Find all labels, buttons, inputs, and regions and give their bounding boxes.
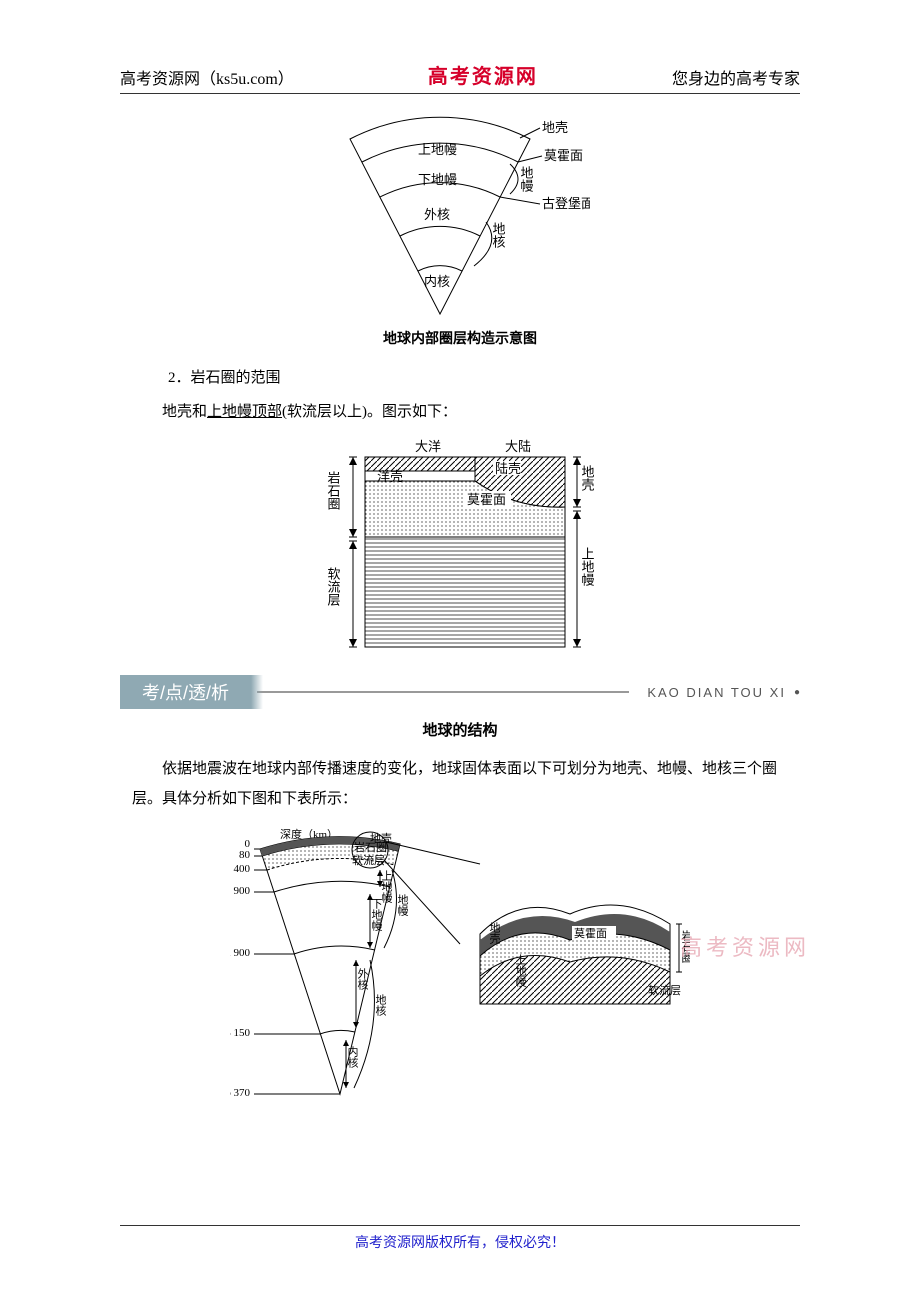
f3i-upper-mantle: 上地幔 [514, 954, 527, 988]
f3-outer-core: 外核 [356, 968, 369, 991]
f3i-crust: 地壳 [488, 922, 501, 944]
watermark: 高考资源网 [680, 930, 810, 962]
figure1-caption: 地球内部圈层构造示意图 [383, 328, 537, 348]
label-crust: 地壳 [542, 120, 568, 135]
label-gutenberg: 古登堡面 [542, 196, 590, 211]
label-inner-core: 内核 [424, 274, 450, 289]
f2-ocean-crust: 洋壳 [377, 469, 403, 484]
f3i-moho: 莫霍面 [574, 927, 607, 940]
section-2-title: 2．岩石圈的范围 [168, 366, 800, 387]
band-title: 考/点/透/析 [120, 675, 251, 709]
page-footer: 高考资源网版权所有，侵权必究！ [120, 1225, 800, 1252]
band-dot: ● [794, 687, 800, 698]
f2-crust-brace: 地壳 [580, 465, 595, 492]
label-outer-core: 外核 [424, 207, 450, 222]
band-line [257, 691, 629, 693]
label-mantle-brace: 地幔 [519, 166, 534, 192]
center-heading: 地球的结构 [120, 719, 800, 740]
f3-core-brace: 地核 [374, 994, 387, 1017]
figure-depth-wedge: 深度（km） 0 80 400 900 2 900 [120, 824, 800, 1104]
f3-mantle-brace: 地幔 [396, 894, 409, 917]
f2-lith: 岩石圈 [326, 471, 341, 511]
svg-text:2 900: 2 900 [230, 947, 251, 959]
svg-text:400: 400 [234, 863, 251, 875]
header-right: 您身边的高考专家 [672, 65, 800, 89]
figure-earth-layers-wedge: 上地幔 下地幔 外核 内核 地壳 莫霍面 地幔 古登堡面 地核 地球内部圈层构造… [120, 114, 800, 348]
label-lower-mantle: 下地幔 [418, 172, 457, 187]
f3-inner-core: 内核 [346, 1045, 359, 1069]
f3i-asth: 软流层 [648, 983, 681, 997]
svg-text:80: 80 [239, 849, 251, 861]
label-upper-mantle: 上地幔 [418, 142, 457, 157]
svg-text:900: 900 [234, 885, 251, 897]
f2-upper-mantle: 上地幔 [580, 547, 595, 586]
f2-continent: 大陆 [505, 439, 531, 454]
f2-moho: 莫霍面 [467, 492, 506, 507]
label-core-brace: 地核 [491, 222, 506, 248]
section-2-text: 地壳和上地幔顶部(软流层以上)。图示如下： [132, 397, 788, 427]
f3-lower-mantle: 下地幔 [370, 898, 383, 932]
f2-ocean: 大洋 [415, 439, 441, 454]
paragraph-structure: 依据地震波在地球内部传播速度的变化，地球固体表面以下可划分为地壳、地幔、地核三个… [132, 754, 788, 814]
svg-text:5 150: 5 150 [230, 1027, 251, 1039]
f2-cont-crust: 陆壳 [495, 461, 521, 476]
f2-asth: 软流层 [326, 567, 341, 607]
header-center: 高考资源网 [428, 60, 538, 89]
page-header: 高考资源网（ks5u.com） 高考资源网 您身边的高考专家 [120, 60, 800, 94]
section-band: 考/点/透/析 KAO DIAN TOU XI ● [120, 675, 800, 709]
label-moho: 莫霍面 [544, 148, 583, 163]
band-pinyin: KAO DIAN TOU XI [647, 685, 786, 700]
header-left: 高考资源网（ks5u.com） [120, 65, 294, 89]
figure-lithosphere-block: 大洋 大陆 洋壳 陆壳 莫霍面 岩石圈 软流层 [120, 437, 800, 657]
f3-lith: 岩石圈 [354, 840, 387, 854]
svg-text:6 370: 6 370 [230, 1087, 251, 1099]
